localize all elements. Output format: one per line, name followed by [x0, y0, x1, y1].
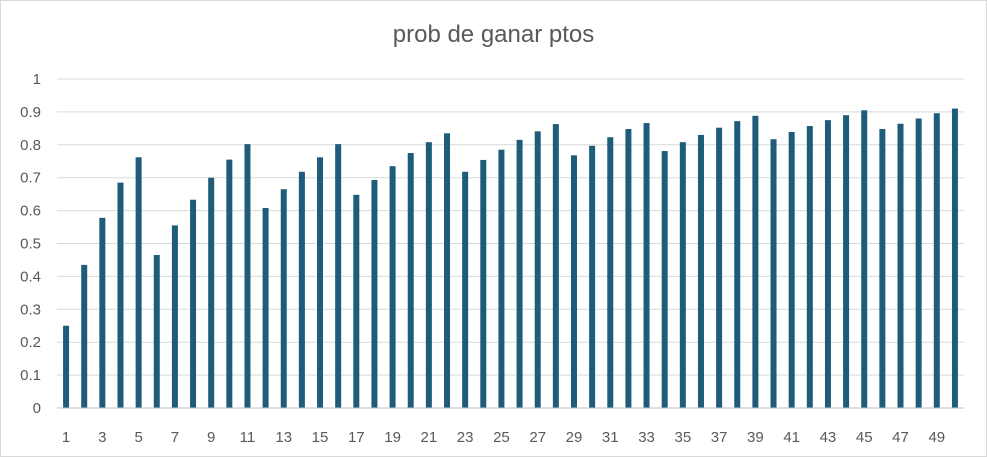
- bar: [244, 144, 251, 408]
- y-axis-ticks: 0 0.1 0.2 0.3 0.4 0.5 0.6 0.7 0.8 0.9 1: [20, 71, 41, 417]
- bar: [643, 123, 650, 408]
- bar: [589, 145, 596, 409]
- x-tick-label: 7: [171, 429, 179, 446]
- bar: [806, 126, 813, 408]
- bar: [933, 113, 940, 408]
- bar: [679, 142, 686, 408]
- x-tick-label: 47: [892, 429, 909, 446]
- y-tick-label: 0: [33, 400, 41, 417]
- x-tick-label: 3: [98, 429, 106, 446]
- x-tick-label: 17: [348, 429, 365, 446]
- x-tick-label: 41: [783, 429, 800, 446]
- x-tick-label: 23: [457, 429, 474, 446]
- bar: [298, 171, 305, 408]
- bar: [226, 159, 233, 408]
- bar: [843, 115, 850, 408]
- bar: [897, 123, 904, 408]
- x-tick-label: 9: [207, 429, 215, 446]
- bar: [389, 166, 396, 408]
- bar: [407, 153, 414, 408]
- bar: [788, 131, 795, 408]
- x-tick-label: 5: [134, 429, 142, 446]
- x-tick-label: 29: [566, 429, 583, 446]
- bar: [552, 124, 559, 408]
- x-tick-label: 19: [384, 429, 401, 446]
- x-axis-ticks: 1 3 5 7 9 11 13 15 17 19 21 23 25 27 29 31 33 35 37 39 41 43 4…: [62, 429, 945, 446]
- bar: [135, 157, 142, 408]
- y-tick-label: 0.6: [20, 203, 41, 220]
- x-tick-label: 1: [62, 429, 70, 446]
- bar: [915, 118, 922, 408]
- chart-title: prob de ganar ptos: [392, 21, 595, 48]
- x-tick-label: 37: [711, 429, 728, 446]
- x-tick-label: 13: [275, 429, 292, 446]
- bar: [607, 137, 614, 408]
- bar: [824, 120, 831, 408]
- bar: [879, 129, 886, 408]
- bar: [951, 108, 958, 409]
- y-tick-label: 0.2: [20, 334, 41, 351]
- bar: [262, 207, 269, 408]
- bar: [716, 127, 723, 408]
- bar: [770, 139, 777, 408]
- bar: [625, 129, 632, 408]
- bar: [99, 217, 106, 408]
- x-tick-label: 31: [602, 429, 619, 446]
- y-tick-label: 0.3: [20, 301, 41, 318]
- bar: [444, 133, 451, 408]
- bar: [335, 144, 342, 408]
- x-tick-label: 39: [747, 429, 764, 446]
- x-tick-label: 45: [856, 429, 873, 446]
- bar: [371, 180, 378, 408]
- x-tick-label: 49: [928, 429, 945, 446]
- x-tick-label: 11: [240, 429, 256, 446]
- bar: [462, 171, 469, 408]
- x-tick-label: 33: [638, 429, 655, 446]
- y-tick-label: 0.9: [20, 104, 41, 121]
- x-tick-label: 21: [421, 429, 438, 446]
- bar: [697, 134, 704, 408]
- x-tick-label: 27: [529, 429, 546, 446]
- y-tick-label: 0.5: [20, 236, 41, 253]
- bar: [734, 121, 741, 408]
- bar: [81, 264, 88, 408]
- y-tick-label: 0.7: [20, 170, 41, 187]
- bar: [317, 157, 324, 408]
- bar: [534, 131, 541, 408]
- bars: [63, 108, 958, 409]
- bar: [353, 194, 360, 408]
- y-tick-label: 0.1: [20, 367, 41, 384]
- bar: [171, 225, 178, 408]
- bar: [498, 149, 505, 409]
- bar: [425, 142, 432, 408]
- y-tick-label: 1: [33, 71, 41, 88]
- x-tick-label: 15: [312, 429, 329, 446]
- bar: [63, 325, 70, 408]
- bar: [117, 182, 124, 408]
- bar: [570, 155, 577, 408]
- x-tick-label: 43: [820, 429, 837, 446]
- x-tick-label: 35: [674, 429, 691, 446]
- bar: [861, 110, 868, 408]
- bar: [208, 177, 215, 408]
- bar: [752, 115, 759, 409]
- y-tick-label: 0.4: [20, 268, 41, 285]
- x-tick-label: 25: [493, 429, 510, 446]
- bar: [661, 151, 668, 408]
- gridlines: [57, 78, 964, 376]
- bar: [480, 159, 487, 408]
- bar: [280, 189, 287, 408]
- y-tick-label: 0.8: [20, 137, 41, 154]
- bar: [190, 199, 197, 408]
- bar: [516, 139, 523, 409]
- bar: [153, 255, 160, 408]
